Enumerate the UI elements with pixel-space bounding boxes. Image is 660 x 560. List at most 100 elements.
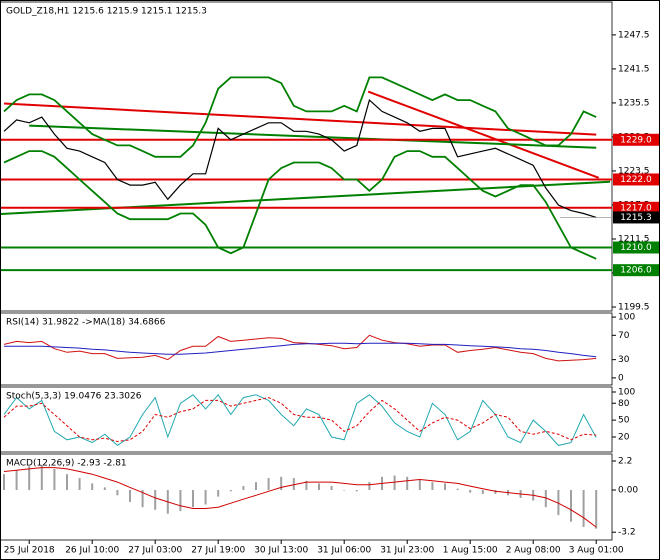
trend-line	[29, 124, 597, 149]
histogram-bar	[368, 482, 371, 491]
level-label-box	[613, 173, 659, 186]
level-label-box	[613, 241, 659, 254]
histogram-bar	[557, 490, 560, 516]
panel-content	[3, 334, 597, 362]
y-tick-label: 0.00	[618, 486, 638, 496]
histogram-bar	[242, 486, 245, 491]
y-tick-label: 20	[618, 432, 630, 442]
x-tick-label: 30 Jul 13:00	[254, 546, 308, 556]
level-label-box	[613, 133, 659, 146]
panel-content	[1, 76, 612, 272]
level-label: 1206.0	[620, 266, 652, 276]
x-tick-label: 27 Jul 03:00	[128, 546, 182, 556]
y-tick-label: 0	[618, 373, 624, 383]
histogram-bar	[343, 490, 346, 491]
histogram-bar	[292, 478, 295, 491]
panel	[0, 453, 613, 541]
x-tick-label: 31 Jul 23:00	[380, 546, 434, 556]
histogram-bar	[431, 482, 434, 491]
histogram-bar	[456, 488, 459, 491]
histogram-bar	[418, 479, 421, 491]
y-tick-label: 1223.5	[618, 166, 650, 176]
histogram-bar	[330, 486, 333, 491]
histogram-bar	[204, 490, 207, 505]
y-tick-label: -3.2	[618, 528, 636, 538]
y-tick-label: 1199.5	[618, 303, 650, 313]
current-price-box	[613, 211, 659, 224]
histogram-bar	[78, 478, 81, 491]
level-label: 1210.0	[620, 243, 652, 253]
series-line	[3, 99, 597, 218]
y-tick-label: 1235.5	[618, 98, 650, 108]
histogram-bar	[544, 490, 547, 508]
histogram-bar	[103, 487, 106, 491]
y-tick-label: 100	[618, 313, 635, 323]
histogram-bar	[444, 483, 446, 491]
y-tick-label: 100	[618, 388, 635, 398]
level-label: 1222.0	[620, 175, 652, 185]
panel	[0, 386, 613, 453]
histogram-bar	[53, 468, 56, 491]
histogram-bar	[192, 490, 194, 508]
histogram-bar	[141, 490, 144, 508]
histogram-bar	[66, 474, 68, 491]
series-line	[3, 467, 597, 528]
level-label-box	[613, 201, 659, 214]
level-label: 1229.0	[620, 135, 652, 145]
histogram-bar	[3, 474, 5, 491]
panel-content	[3, 393, 597, 447]
histogram-bar	[481, 490, 484, 494]
panel-content	[3, 464, 598, 529]
x-tick-label: 25 Jul 2018	[4, 546, 55, 556]
histogram-bar	[28, 466, 31, 491]
panel	[0, 312, 613, 386]
histogram-bar	[280, 476, 283, 491]
x-tick-label: 1 Aug 15:00	[443, 546, 498, 556]
histogram-bar	[15, 470, 18, 491]
level-label: 1217.0	[620, 203, 652, 213]
histogram-bar	[267, 478, 270, 491]
histogram-bar	[393, 475, 396, 491]
histogram-bar	[91, 483, 94, 491]
y-tick-label: 30	[618, 355, 630, 365]
current-price-label: 1215.3	[620, 213, 652, 223]
histogram-bar	[582, 490, 585, 527]
histogram-bar	[255, 482, 257, 491]
series-line	[3, 334, 597, 362]
histogram-bar	[469, 490, 472, 493]
level-label-box	[613, 264, 659, 277]
histogram-bar	[406, 476, 409, 491]
histogram-bar	[217, 490, 220, 497]
x-tick-label: 31 Jul 06:00	[317, 546, 371, 556]
histogram-bar	[116, 490, 119, 496]
x-tick-label: 2 Aug 08:00	[506, 546, 561, 556]
series-line	[3, 76, 597, 158]
histogram-bar	[229, 490, 232, 492]
histogram-bar	[179, 490, 182, 512]
histogram-bar	[40, 464, 43, 491]
histogram-bar	[318, 483, 320, 491]
x-tick-label: 26 Jul 10:00	[65, 546, 119, 556]
series-line	[3, 397, 597, 443]
panel-title: MACD(12,26,9) -2.93 -2.81	[6, 459, 127, 469]
x-tick-label: 3 Aug 01:00	[569, 546, 624, 556]
histogram-bar	[305, 480, 308, 491]
histogram-bar	[494, 490, 497, 494]
histogram-bar	[129, 490, 131, 502]
trend-line	[3, 102, 597, 136]
trend-line	[367, 90, 600, 179]
x-tick-label: 27 Jul 19:00	[191, 546, 245, 556]
histogram-bar	[154, 490, 157, 510]
series-line	[4, 342, 597, 358]
series-line	[3, 393, 597, 447]
series-line	[3, 150, 597, 260]
y-tick-label: 50	[618, 416, 630, 426]
panel-title: GOLD_Z18,H1 1215.6 1215.9 1215.1 1215.3	[6, 7, 207, 17]
panel-title: Stoch(5,3,3) 19.0476 23.3026	[6, 392, 142, 402]
panel-title: RSI(14) 31.9822 ->MA(18) 34.6866	[6, 318, 166, 328]
y-tick-label: 1247.5	[618, 30, 650, 40]
y-tick-label: 1241.5	[618, 64, 650, 74]
y-tick-label: 70	[618, 331, 630, 341]
